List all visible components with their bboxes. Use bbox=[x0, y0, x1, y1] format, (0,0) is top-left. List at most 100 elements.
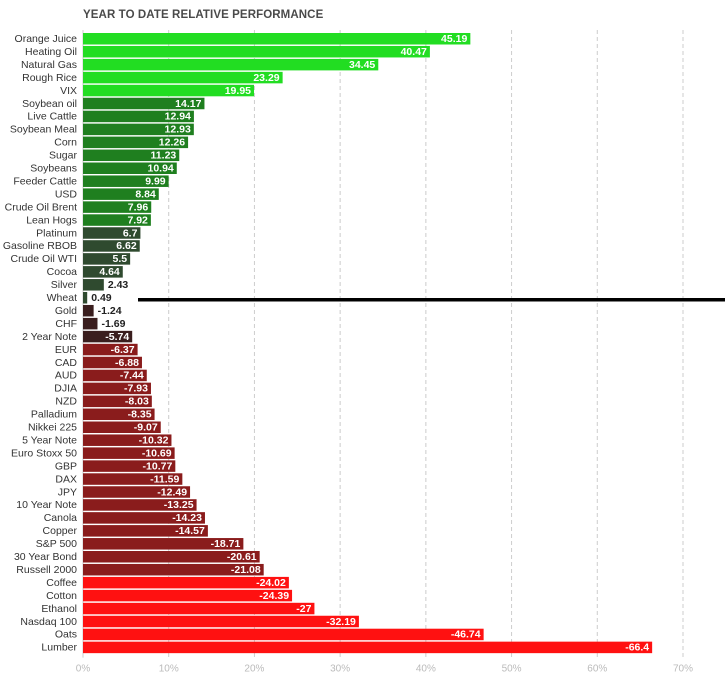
data-label: 9.99 bbox=[145, 175, 166, 187]
chart-title: YEAR TO DATE RELATIVE PERFORMANCE bbox=[83, 9, 324, 21]
category-label: Soybean Meal bbox=[10, 124, 77, 136]
category-label: Crude Oil WTI bbox=[10, 253, 77, 265]
category-label: Ethanol bbox=[41, 603, 77, 615]
data-label: 5.5 bbox=[113, 253, 128, 265]
category-label: Lean Hogs bbox=[26, 214, 77, 226]
data-label: 10.94 bbox=[147, 163, 173, 175]
bar bbox=[83, 58, 379, 71]
bar bbox=[83, 214, 151, 226]
category-label: Heating Oil bbox=[25, 46, 77, 58]
data-label: 4.64 bbox=[99, 266, 120, 278]
category-label: CAD bbox=[55, 357, 78, 369]
bar bbox=[83, 589, 293, 602]
data-label: -14.23 bbox=[172, 512, 202, 524]
data-label: 8.84 bbox=[135, 188, 156, 200]
category-label: Sugar bbox=[49, 150, 78, 162]
bar bbox=[83, 538, 244, 550]
bar bbox=[83, 641, 653, 654]
bar bbox=[83, 408, 155, 421]
bar bbox=[83, 382, 151, 395]
data-label: -6.88 bbox=[115, 357, 139, 369]
category-label: S&P 500 bbox=[36, 538, 77, 550]
category-label: Feeder Cattle bbox=[13, 175, 77, 187]
data-label: -1.69 bbox=[101, 318, 125, 330]
category-label: Cotton bbox=[46, 590, 77, 602]
category-label: 10 Year Note bbox=[16, 499, 77, 511]
data-label: 11.23 bbox=[151, 150, 177, 162]
bar bbox=[83, 395, 152, 408]
category-label: Soybean oil bbox=[22, 98, 77, 110]
data-label: -6.37 bbox=[111, 344, 135, 356]
x-tick-label: 0% bbox=[76, 664, 91, 675]
bar bbox=[83, 33, 471, 45]
bar bbox=[83, 162, 177, 174]
category-label: Natural Gas bbox=[21, 59, 77, 71]
data-label: -66.4 bbox=[625, 642, 649, 654]
data-label: -21.08 bbox=[231, 564, 261, 576]
data-label: 12.94 bbox=[165, 111, 191, 123]
data-label: 6.7 bbox=[123, 227, 138, 239]
category-label: Oats bbox=[55, 629, 77, 641]
data-label: -12.49 bbox=[157, 486, 187, 498]
bar bbox=[83, 551, 260, 563]
bar bbox=[83, 253, 131, 265]
bar bbox=[83, 512, 205, 524]
data-label: -7.44 bbox=[120, 370, 144, 382]
x-tick-label: 10% bbox=[159, 664, 179, 675]
x-tick-label: 50% bbox=[502, 664, 522, 675]
bar bbox=[83, 615, 359, 628]
data-label: 12.93 bbox=[165, 124, 191, 136]
category-label: NZD bbox=[55, 396, 77, 408]
bar bbox=[83, 602, 315, 615]
data-label: 12.26 bbox=[159, 137, 185, 149]
data-label: -8.35 bbox=[128, 409, 152, 421]
data-label: 19.95 bbox=[225, 85, 251, 97]
data-label: -1.24 bbox=[98, 305, 122, 317]
bar bbox=[83, 201, 152, 213]
data-label: 23.29 bbox=[253, 72, 279, 84]
category-label: Nasdaq 100 bbox=[20, 616, 77, 628]
bar bbox=[83, 525, 208, 537]
category-label: DJIA bbox=[54, 383, 77, 395]
bar bbox=[83, 356, 142, 369]
data-label: -11.59 bbox=[150, 473, 179, 485]
data-label: -32.19 bbox=[326, 616, 356, 628]
category-label: Soybeans bbox=[30, 163, 77, 175]
category-label: 5 Year Note bbox=[22, 434, 77, 446]
bar bbox=[83, 563, 264, 576]
category-label: Copper bbox=[43, 525, 78, 537]
data-label: 7.96 bbox=[128, 201, 149, 213]
data-label: -10.69 bbox=[142, 447, 172, 459]
data-label: -20.61 bbox=[227, 551, 257, 563]
bar bbox=[83, 110, 194, 123]
bar bbox=[83, 343, 138, 356]
category-label: Gasoline RBOB bbox=[3, 240, 77, 252]
category-label: AUD bbox=[55, 370, 78, 382]
data-label: -5.74 bbox=[105, 331, 129, 343]
data-label: 40.47 bbox=[401, 46, 427, 58]
category-label: Euro Stoxx 50 bbox=[11, 447, 77, 459]
data-label: -9.07 bbox=[134, 422, 158, 434]
bar bbox=[83, 473, 183, 485]
x-tick-label: 60% bbox=[587, 664, 607, 675]
category-label: Corn bbox=[54, 137, 77, 149]
bar bbox=[83, 317, 98, 330]
bar bbox=[83, 97, 205, 110]
category-label: Russell 2000 bbox=[16, 564, 77, 576]
bar bbox=[83, 499, 197, 511]
category-label: Live Cattle bbox=[27, 111, 77, 123]
category-label: Lumber bbox=[41, 642, 77, 654]
category-label: Gold bbox=[55, 305, 77, 317]
category-label: Platinum bbox=[36, 227, 77, 239]
bar bbox=[83, 292, 88, 304]
bar bbox=[83, 71, 283, 84]
data-label: -24.39 bbox=[259, 590, 289, 602]
bar bbox=[83, 460, 176, 472]
category-label: Rough Rice bbox=[22, 72, 77, 84]
bar bbox=[83, 266, 123, 278]
x-tick-label: 20% bbox=[244, 664, 264, 675]
bar bbox=[83, 188, 159, 200]
bar bbox=[83, 628, 484, 641]
bar bbox=[83, 576, 289, 589]
bar bbox=[83, 279, 104, 291]
